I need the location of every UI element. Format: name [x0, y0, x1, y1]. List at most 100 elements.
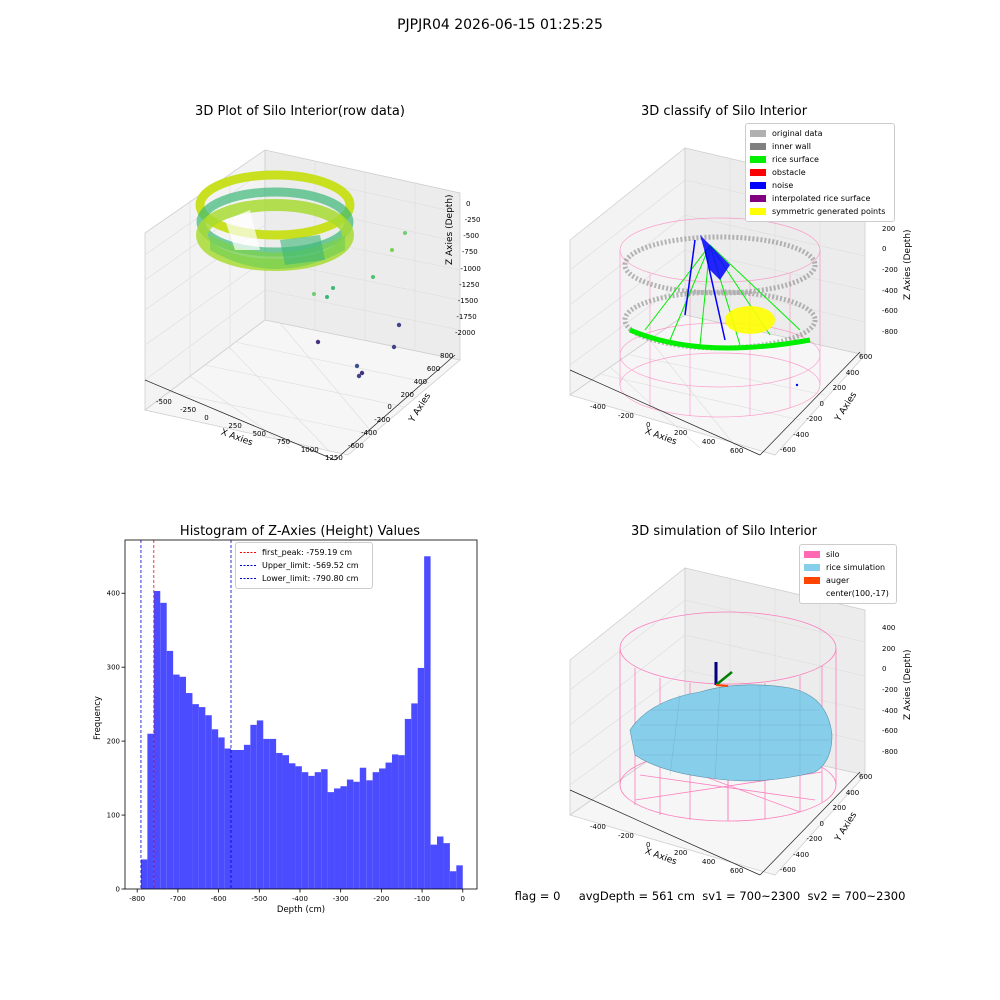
classify-symmetric-points — [725, 306, 775, 334]
histogram-bar — [269, 738, 277, 889]
raw-axis-lines — [144, 354, 456, 461]
histogram-bar — [160, 602, 167, 889]
classify-z-tick-label: -800 — [882, 328, 898, 336]
classify-legend-item: inner wall — [750, 140, 890, 153]
histogram-frame — [124, 539, 478, 890]
raw-x-tick-label: 750 — [276, 438, 291, 446]
classify-legend-swatch — [750, 195, 766, 202]
histogram-x-tick-label: -600 — [211, 895, 227, 903]
histogram-bar — [140, 859, 148, 889]
simulation-x-tick-label: 600 — [730, 867, 744, 875]
histogram-bar — [276, 752, 283, 889]
simulation-legend-label: silo — [826, 550, 840, 559]
histogram-bar — [314, 772, 322, 889]
histogram-bar — [173, 674, 180, 889]
raw-plot-title: 3D Plot of Silo Interior(row data) — [195, 104, 405, 119]
raw-y-tick-label: 800 — [440, 352, 454, 360]
histogram-x-axis-label: Depth (cm) — [276, 905, 326, 915]
histogram-bar — [391, 754, 399, 889]
histogram-bar — [288, 763, 296, 889]
histogram-bar — [295, 766, 302, 889]
histogram-bar — [250, 724, 257, 889]
histogram-x-tick-label: -500 — [251, 895, 267, 903]
classify-y-tick-label: 600 — [859, 353, 873, 361]
classify-plot-title: 3D classify of Silo Interior — [640, 104, 808, 119]
histogram-bar — [404, 718, 412, 889]
simulation-legend: silo rice simulation auger center(100,-17) — [799, 544, 897, 604]
auger-icon — [714, 662, 733, 687]
simulation-z-tick-label: 200 — [882, 644, 896, 653]
figure-title: PJPJR04 2026-06-15 01:25:25 — [397, 17, 603, 33]
histogram-bar — [153, 591, 161, 889]
raw-z-tick-label: -2000 — [455, 329, 476, 337]
histogram-y-tick-label: 300 — [107, 664, 120, 672]
classify-inner-wall — [622, 234, 818, 351]
raw-z-tick-label: -500 — [463, 232, 480, 241]
classify-y-tick-label: -200 — [806, 415, 823, 423]
classify-legend-item: symmetric generated points — [750, 205, 890, 218]
classify-z-tick-label: -600 — [882, 307, 898, 316]
raw-outlier-points — [312, 231, 407, 379]
classify-legend-item: rice surface — [750, 153, 890, 166]
histogram-bar — [301, 772, 309, 889]
simulation-z-tick-label: -800 — [882, 748, 898, 756]
raw-plot-svg — [144, 149, 461, 461]
classify-z-tick-label: -200 — [882, 266, 898, 274]
classify-y-tick-label: 200 — [832, 384, 847, 392]
classify-legend-item: original data — [750, 127, 890, 140]
raw-y-tick-label: 0 — [387, 403, 392, 412]
histogram-bar — [282, 755, 289, 889]
simulation-x-tick-label: 200 — [674, 849, 688, 858]
histogram-bar — [379, 768, 386, 889]
classify-legend-swatch — [750, 208, 766, 215]
raw-axes-panes — [144, 149, 461, 456]
histogram-bar — [327, 792, 335, 889]
classify-legend-label: obstacle — [772, 168, 806, 177]
histogram-bar — [218, 737, 225, 889]
simulation-y-tick-label: -400 — [793, 850, 810, 859]
histogram-bar — [198, 707, 206, 889]
classify-legend-swatch — [750, 156, 766, 163]
classify-x-tick-label: 0 — [646, 420, 651, 429]
simulation-z-tick-label: -400 — [882, 706, 898, 715]
classify-legend-swatch — [750, 169, 766, 176]
classify-legend-item: interpolated rice surface — [750, 192, 890, 205]
classify-axis-lines — [569, 351, 861, 456]
avg-depth-text: avgDepth = 561 cm — [578, 889, 695, 903]
histogram-bar — [430, 844, 438, 889]
raw-z-tick-label: -1750 — [456, 312, 477, 321]
histogram-y-tick-label: 400 — [107, 590, 120, 598]
histogram-bar — [359, 767, 367, 889]
sv2-text: sv2 = 700~2300 — [807, 889, 906, 903]
raw-z-tick-label: -250 — [464, 216, 481, 225]
classify-noise-points — [684, 235, 799, 387]
legend-upper-limit: Upper_limit: -569.52 cm — [240, 561, 359, 570]
flag-text: flag = 0 — [514, 889, 561, 903]
simulation-y-tick-label: 400 — [845, 788, 860, 797]
histogram-bar — [263, 738, 270, 889]
simulation-legend-item: center(100,-17) — [804, 587, 892, 600]
raw-x-tick-label: 0 — [204, 414, 209, 422]
raw-x-tick-label: 500 — [252, 430, 266, 438]
classify-y-tick-label: 400 — [845, 368, 860, 377]
simulation-legend-swatch — [804, 577, 820, 584]
classify-x-tick-label: 200 — [674, 429, 688, 438]
simulation-z-tick-label: -600 — [882, 727, 898, 736]
raw-y-tick-label: -600 — [348, 442, 364, 450]
simulation-plot-svg — [569, 567, 866, 876]
histogram-bar — [224, 748, 232, 889]
simulation-axis-lines — [569, 771, 861, 876]
simulation-legend-label: auger — [826, 576, 850, 585]
classify-x-tick-label: 600 — [730, 447, 744, 455]
raw-z-tick-label: 0 — [466, 200, 471, 208]
simulation-y-tick-label: 200 — [832, 804, 847, 812]
classify-legend-item: obstacle — [750, 166, 890, 179]
raw-y-tick-label: 600 — [426, 364, 441, 373]
classify-legend-label: original data — [772, 129, 823, 138]
histogram-bar — [192, 704, 199, 889]
raw-scatter-cloud — [195, 170, 355, 271]
classify-y-tick-label: -600 — [780, 446, 796, 454]
histogram-x-tick-label: -700 — [170, 895, 186, 903]
simulation-legend-label: center(100,-17) — [826, 589, 889, 598]
simulation-legend-item: silo — [804, 548, 892, 561]
